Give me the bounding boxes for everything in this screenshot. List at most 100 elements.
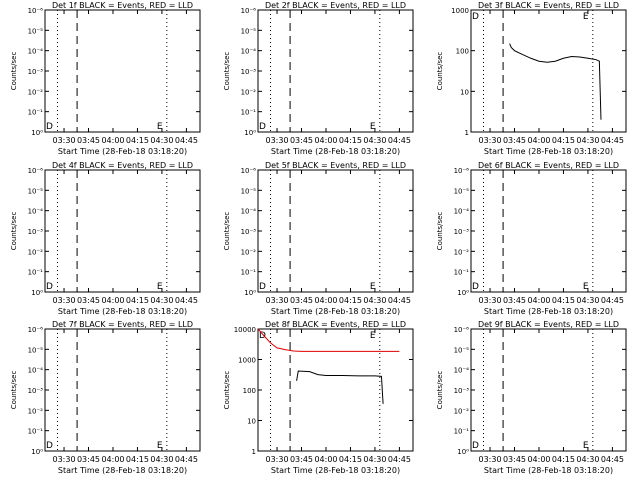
marker-e: E bbox=[370, 331, 376, 341]
y-tick-label: 10⁻⁵ bbox=[241, 187, 257, 195]
marker-e: E bbox=[370, 282, 376, 292]
x-tick-label: 04:45 bbox=[388, 455, 411, 464]
detector-panel-3: Det 3f BLACK = Events, RED = LLD 03:30 03:… bbox=[436, 1, 627, 156]
panel-title: Det 2f BLACK = Events, RED = LLD bbox=[265, 1, 406, 10]
x-tick-label: 04:15 bbox=[126, 296, 149, 305]
x-tick-label: 03:45 bbox=[503, 455, 526, 464]
y-tick-label: 10⁻⁵ bbox=[454, 346, 470, 354]
x-tick-label: 04:15 bbox=[552, 455, 575, 464]
x-tick-label: 04:30 bbox=[576, 296, 599, 305]
y-axis-label: Counts/sec bbox=[223, 52, 231, 91]
x-tick-label: 03:45 bbox=[77, 455, 100, 464]
x-tick-label: 04:45 bbox=[388, 296, 411, 305]
x-tick-label: 04:30 bbox=[576, 136, 599, 145]
marker-e: E bbox=[370, 122, 376, 132]
x-tick-label: 03:45 bbox=[77, 296, 100, 305]
y-tick-label: 10⁻² bbox=[28, 88, 44, 96]
x-tick-label: 04:00 bbox=[527, 136, 550, 145]
x-tick-label: 03:30 bbox=[266, 296, 289, 305]
detector-panel-5: Det 5f BLACK = Events, RED = LLD 03:30 03:… bbox=[223, 161, 414, 316]
y-tick-label: 10⁻³ bbox=[454, 228, 470, 236]
marker-d: D bbox=[46, 441, 53, 451]
panel-title: Det 8f BLACK = Events, RED = LLD bbox=[265, 320, 406, 329]
x-tick-label: 03:45 bbox=[503, 296, 526, 305]
series-line-events bbox=[509, 43, 602, 120]
y-tick-label: 10⁻³ bbox=[241, 68, 257, 76]
x-tick-label: 03:45 bbox=[290, 296, 313, 305]
y-tick-label: 10⁻⁴ bbox=[28, 208, 44, 216]
x-tick-label: 04:30 bbox=[363, 296, 386, 305]
y-tick-label: 10⁻¹ bbox=[241, 269, 257, 277]
x-axis-label: Start Time (28-Feb-18 03:18:20) bbox=[271, 147, 400, 156]
marker-e: E bbox=[583, 282, 589, 292]
y-tick-label: 10⁻¹ bbox=[454, 269, 470, 277]
marker-e: E bbox=[157, 122, 163, 132]
x-tick-label: 04:15 bbox=[339, 136, 362, 145]
panel-title: Det 3f BLACK = Events, RED = LLD bbox=[478, 1, 619, 10]
y-tick-label: 100 bbox=[456, 48, 469, 56]
y-tick-label: 10⁻⁴ bbox=[241, 208, 257, 216]
x-tick-label: 03:30 bbox=[266, 136, 289, 145]
x-tick-label: 04:15 bbox=[339, 296, 362, 305]
y-tick-label: 10000 bbox=[234, 326, 256, 334]
panel-title: Det 9f BLACK = Events, RED = LLD bbox=[478, 320, 619, 329]
marker-e: E bbox=[157, 282, 163, 292]
y-tick-label: 10⁻⁵ bbox=[454, 187, 470, 195]
detector-panel-9: Det 9f BLACK = Events, RED = LLD 03:30 03:… bbox=[436, 320, 627, 475]
x-tick-label: 03:30 bbox=[266, 455, 289, 464]
x-tick-label: 04:45 bbox=[175, 136, 198, 145]
marker-d: D bbox=[46, 122, 53, 132]
x-tick-label: 03:30 bbox=[479, 455, 502, 464]
y-tick-label: 10⁻³ bbox=[454, 387, 470, 395]
y-tick-label: 10⁻⁵ bbox=[28, 187, 44, 195]
y-tick-label: 10⁻¹ bbox=[28, 428, 44, 436]
y-tick-label: 10⁻⁴ bbox=[454, 208, 470, 216]
plot-frame bbox=[470, 328, 627, 452]
x-tick-label: 04:45 bbox=[388, 136, 411, 145]
x-axis-label: Start Time (28-Feb-18 03:18:20) bbox=[58, 307, 187, 316]
panel-title: Det 5f BLACK = Events, RED = LLD bbox=[265, 161, 406, 170]
x-tick-label: 04:00 bbox=[314, 296, 337, 305]
y-tick-label: 10⁻² bbox=[454, 248, 470, 256]
plot-frame bbox=[257, 328, 414, 452]
x-tick-label: 04:00 bbox=[527, 455, 550, 464]
x-tick-label: 04:15 bbox=[126, 455, 149, 464]
marker-e: E bbox=[583, 441, 589, 451]
panel-title: Det 6f BLACK = Events, RED = LLD bbox=[478, 161, 619, 170]
x-tick-label: 03:30 bbox=[53, 455, 76, 464]
x-tick-label: 03:45 bbox=[290, 136, 313, 145]
y-axis-label: Counts/sec bbox=[10, 52, 18, 91]
x-tick-label: 04:30 bbox=[363, 136, 386, 145]
detector-panel-4: Det 4f BLACK = Events, RED = LLD 03:30 03:… bbox=[10, 161, 201, 316]
marker-d: D bbox=[259, 282, 266, 292]
marker-d: D bbox=[46, 282, 53, 292]
x-axis-label: Start Time (28-Feb-18 03:18:20) bbox=[58, 466, 187, 475]
x-axis-label: Start Time (28-Feb-18 03:18:20) bbox=[271, 466, 400, 475]
y-tick-label: 10⁻⁶ bbox=[454, 167, 470, 175]
y-tick-label: 10⁻¹ bbox=[241, 109, 257, 117]
x-tick-label: 04:15 bbox=[552, 136, 575, 145]
plot-frame bbox=[257, 169, 414, 293]
x-axis-label: Start Time (28-Feb-18 03:18:20) bbox=[58, 147, 187, 156]
plot-frame bbox=[470, 9, 627, 133]
detector-panel-2: Det 2f BLACK = Events, RED = LLD 03:30 03:… bbox=[223, 1, 414, 156]
y-tick-label: 1000 bbox=[451, 7, 469, 15]
x-tick-label: 04:30 bbox=[363, 455, 386, 464]
x-axis-label: Start Time (28-Feb-18 03:18:20) bbox=[484, 307, 613, 316]
detector-panel-1: Det 1f BLACK = Events, RED = LLD 03:30 03:… bbox=[10, 1, 201, 156]
x-tick-label: 03:45 bbox=[77, 136, 100, 145]
y-tick-label: 1 bbox=[465, 129, 469, 137]
x-tick-label: 04:45 bbox=[175, 455, 198, 464]
plot-frame bbox=[44, 328, 201, 452]
y-axis-label: Counts/sec bbox=[10, 212, 18, 251]
y-tick-label: 10⁻⁶ bbox=[241, 167, 257, 175]
panel-title: Det 4f BLACK = Events, RED = LLD bbox=[52, 161, 193, 170]
y-tick-label: 1000 bbox=[238, 357, 256, 365]
y-axis-label: Counts/sec bbox=[436, 212, 444, 251]
y-tick-label: 10⁻⁶ bbox=[28, 326, 44, 334]
x-axis-label: Start Time (28-Feb-18 03:18:20) bbox=[484, 466, 613, 475]
x-tick-label: 04:30 bbox=[150, 296, 173, 305]
x-tick-label: 04:15 bbox=[339, 455, 362, 464]
y-tick-label: 10⁻² bbox=[28, 407, 44, 415]
detector-panel-6: Det 6f BLACK = Events, RED = LLD 03:30 03:… bbox=[436, 161, 627, 316]
